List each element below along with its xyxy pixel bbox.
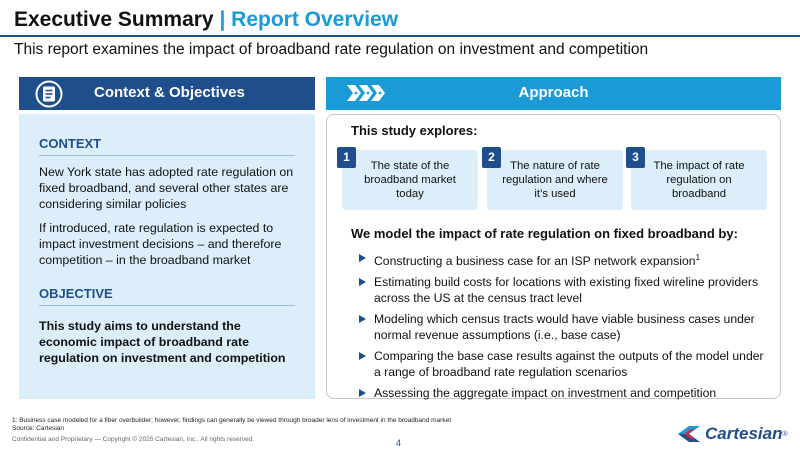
step-badge-3: 3 <box>626 147 645 168</box>
approach-header: Approach <box>326 77 781 110</box>
explore-box-2: The nature of rate regulation and where … <box>487 150 623 210</box>
triangle-bullet-icon <box>359 389 366 398</box>
list-item: Estimating build costs for locations wit… <box>359 274 764 306</box>
registered-mark: ® <box>782 430 788 438</box>
approach-label: Approach <box>518 84 589 101</box>
cartesian-logo: Cartesian ® <box>676 423 788 445</box>
triangle-bullet-icon <box>359 352 366 361</box>
copyright-notice: Confidential and Proprietary — Copyright… <box>12 436 255 443</box>
page-title: Executive Summary | Report Overview <box>14 8 398 32</box>
bullet-text: Estimating build costs for locations wit… <box>374 275 759 306</box>
page-title-main: Executive Summary <box>14 8 214 31</box>
bullet-text: Comparing the base case results against … <box>374 349 764 380</box>
objective-divider <box>39 305 295 306</box>
explore-box-text: The state of the broadband market today <box>364 160 456 200</box>
approach-bullet-list: Constructing a business case for an ISP … <box>359 250 764 406</box>
step-badge-2: 2 <box>482 147 501 168</box>
context-divider <box>39 155 295 156</box>
chevron-arrows-icon <box>347 85 385 101</box>
context-objectives-header: Context & Objectives <box>19 77 315 110</box>
source-note: Source: Cartesian <box>12 425 65 432</box>
list-document-icon <box>35 80 63 108</box>
bullet-text: Modeling which census tracts would have … <box>374 312 755 343</box>
list-item: Constructing a business case for an ISP … <box>359 250 764 269</box>
explore-box-3: The impact of rate regulation on broadba… <box>631 150 767 210</box>
bullet-text: Assessing the aggregate impact on invest… <box>374 386 717 401</box>
title-rule <box>0 35 800 37</box>
logo-wordmark: Cartesian <box>705 424 783 443</box>
model-heading: We model the impact of rate regulation o… <box>351 226 738 241</box>
objective-heading: OBJECTIVE <box>39 286 113 301</box>
explore-box-1: The state of the broadband market today <box>342 150 478 210</box>
approach-panel: This study explores: The state of the br… <box>326 114 781 400</box>
list-item: Comparing the base case results against … <box>359 348 764 380</box>
triangle-bullet-icon <box>359 278 366 287</box>
explores-heading: This study explores: <box>351 123 478 138</box>
list-item: Assessing the aggregate impact on invest… <box>359 385 764 401</box>
step-badge-1: 1 <box>337 147 356 168</box>
footnote: 1: Business case modeled for a fiber ove… <box>12 417 452 424</box>
triangle-bullet-icon <box>359 315 366 324</box>
footnote-marker: 1 <box>695 253 701 262</box>
context-objectives-panel: CONTEXT New York state has adopted rate … <box>19 114 315 399</box>
page-title-accent: Report Overview <box>231 8 399 31</box>
bullet-text: Constructing a business case for an ISP … <box>374 254 696 269</box>
explore-box-text: The impact of rate regulation on broadba… <box>653 160 745 200</box>
context-objectives-label: Context & Objectives <box>94 84 245 101</box>
page-subtitle: This report examines the impact of broad… <box>14 41 649 58</box>
objective-text: This study aims to understand the econom… <box>39 319 286 365</box>
triangle-bullet-icon <box>359 254 366 262</box>
list-item: Modeling which census tracts would have … <box>359 311 764 343</box>
page-title-separator: | <box>213 8 232 31</box>
context-paragraph: New York state has adopted rate regulati… <box>39 165 294 211</box>
cartesian-logo-mark-icon <box>678 426 700 442</box>
context-paragraph: If introduced, rate regulation is expect… <box>39 221 282 267</box>
page-number: 4 <box>396 438 402 448</box>
explore-box-text: The nature of rate regulation and where … <box>502 160 608 200</box>
context-heading: CONTEXT <box>39 136 102 151</box>
